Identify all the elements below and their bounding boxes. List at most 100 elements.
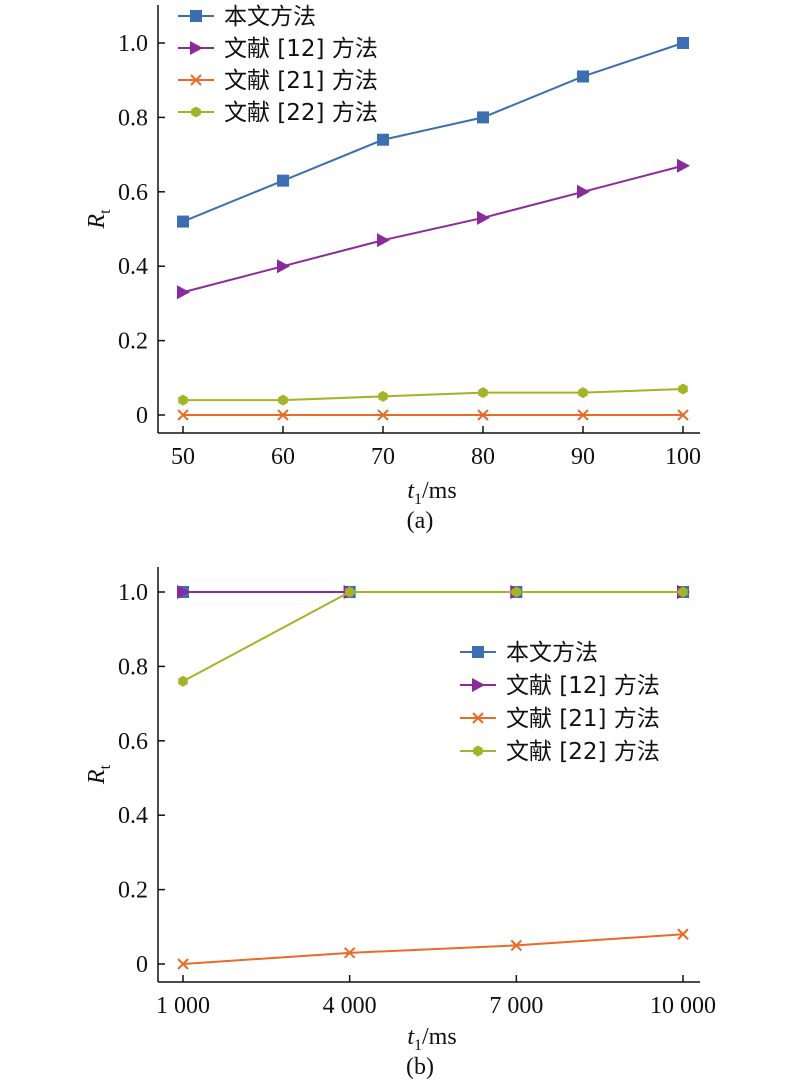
y-tick-label: 0.8 <box>118 105 148 131</box>
x-axis-label-var: t <box>407 1024 415 1050</box>
legend-item: 文献 [12] 方法 <box>460 673 660 699</box>
legend-label: 本文方法 <box>506 640 598 666</box>
y-axis-label-var: R <box>84 769 110 785</box>
x-tick-label: 4 000 <box>323 993 377 1019</box>
y-tick-label: 1.0 <box>118 580 148 606</box>
y-axis-label: Rt <box>84 764 114 785</box>
data-point <box>577 70 589 83</box>
y-tick-label: 0.8 <box>118 654 148 680</box>
series-line <box>182 164 684 294</box>
legend-marker <box>190 41 203 55</box>
y-axis-label: Rt <box>84 209 114 230</box>
data-point <box>677 928 689 940</box>
data-point <box>377 133 389 146</box>
data-point <box>177 285 190 300</box>
chart-caption: (a) <box>407 508 434 534</box>
data-point <box>277 409 289 421</box>
legend-label: 文献 [21] 方法 <box>506 706 660 732</box>
x-axis-label-sub: 1 <box>414 1037 422 1054</box>
data-point <box>477 111 489 124</box>
y-tick-label: 0.2 <box>118 329 148 355</box>
legend-item: 文献 [21] 方法 <box>460 706 660 732</box>
legend-marker <box>473 745 483 757</box>
x-axis-label-sub: 1 <box>414 491 422 508</box>
data-point <box>677 158 690 173</box>
legend-item: 文献 [22] 方法 <box>178 100 378 126</box>
data-point <box>678 383 688 395</box>
data-point <box>177 409 189 421</box>
data-point <box>377 409 389 421</box>
y-axis-label-sub: t <box>97 764 114 769</box>
x-tick-label: 80 <box>471 444 495 470</box>
x-axis-label-var: t <box>407 478 415 504</box>
legend-item: 文献 [21] 方法 <box>178 68 378 94</box>
chart-a: 00.20.40.60.81.050 60 70 80 90 100t1/msRt(a)本… <box>84 4 701 534</box>
data-point <box>343 947 356 959</box>
data-point <box>578 387 588 399</box>
data-point <box>177 958 189 970</box>
x-tick-label: 70 <box>371 444 395 470</box>
legend-label: 文献 [22] 方法 <box>224 100 378 126</box>
y-tick-label: 0.4 <box>118 254 148 280</box>
chart-caption: (b) <box>406 1054 434 1080</box>
data-point <box>344 586 355 598</box>
series-line <box>182 591 683 683</box>
series-3 <box>177 409 689 421</box>
legend-item: 本文方法 <box>460 640 598 666</box>
legend-label: 文献 [12] 方法 <box>506 673 660 699</box>
legend-marker <box>472 646 484 658</box>
data-point <box>577 409 589 421</box>
x-tick-label: 7 000 <box>489 993 543 1019</box>
legend-marker <box>190 10 202 22</box>
data-point <box>178 394 188 406</box>
legend-label: 文献 [22] 方法 <box>506 739 660 765</box>
y-axis-label-var: R <box>84 214 110 230</box>
x-tick-label: 50 <box>171 444 195 470</box>
legend-label: 本文方法 <box>224 4 316 30</box>
y-tick-label: 0.6 <box>118 180 148 206</box>
series-4 <box>178 586 688 687</box>
x-axis-label: t1/ms <box>407 478 456 508</box>
legend-marker <box>472 712 484 724</box>
series-4 <box>178 383 688 406</box>
data-point <box>478 387 488 399</box>
data-point <box>177 215 189 228</box>
data-point <box>677 409 689 421</box>
x-tick-label: 60 <box>271 444 295 470</box>
y-tick-label: 0.6 <box>118 729 148 755</box>
data-point <box>277 174 289 187</box>
legend-label: 文献 [12] 方法 <box>224 36 378 62</box>
series-line <box>183 387 684 402</box>
data-point <box>377 233 390 248</box>
x-tick-label: 1 000 <box>156 993 210 1019</box>
x-axis-label-unit: /ms <box>422 1024 457 1050</box>
data-point <box>477 210 490 225</box>
series-line <box>182 933 684 965</box>
data-point <box>678 586 688 598</box>
series-line <box>182 42 684 223</box>
data-point <box>510 939 523 952</box>
data-point <box>177 585 190 599</box>
legend-marker <box>191 106 201 118</box>
y-tick-label: 0 <box>136 403 148 429</box>
x-tick-label: 100 <box>665 444 701 470</box>
y-tick-label: 0 <box>136 952 148 978</box>
data-point <box>577 184 590 199</box>
y-axis-label-sub: t <box>97 209 114 214</box>
data-point <box>477 409 489 421</box>
y-tick-label: 1.0 <box>118 31 148 57</box>
legend-item: 本文方法 <box>178 4 316 30</box>
y-tick-label: 0.2 <box>118 878 148 904</box>
data-point <box>677 37 689 49</box>
legend-label: 文献 [21] 方法 <box>224 68 378 94</box>
series-3 <box>177 928 689 970</box>
chart-b: 00.20.40.60.81.01 000 4 000 7 000 10 000t1/… <box>84 567 716 1080</box>
data-point <box>378 390 388 402</box>
x-axis-label: t1/ms <box>407 1024 456 1054</box>
y-tick-label: 0.4 <box>118 803 148 829</box>
data-point <box>178 675 188 687</box>
x-axis-label-unit: /ms <box>422 478 457 504</box>
